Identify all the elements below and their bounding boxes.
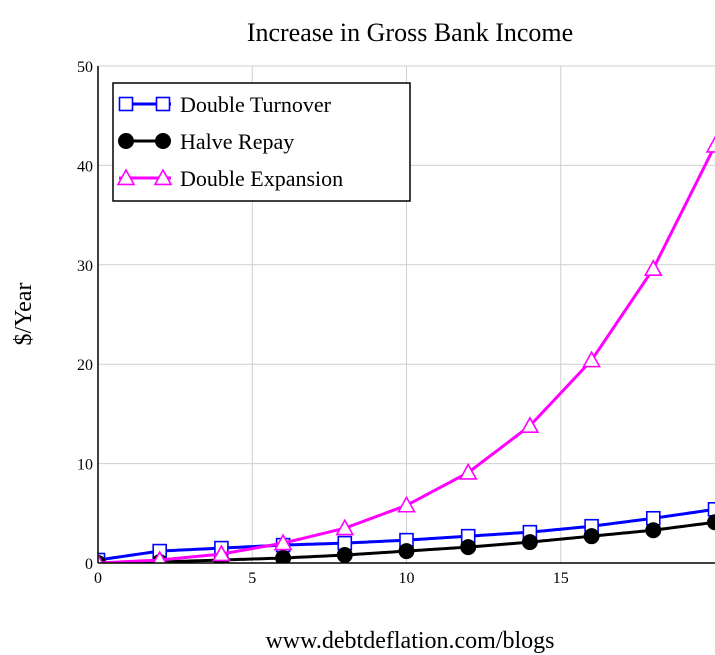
data-point-double-expansion bbox=[458, 462, 478, 480]
data-point-double-expansion bbox=[705, 135, 715, 153]
data-point-double-expansion bbox=[152, 550, 167, 563]
x-tick-label: 0 bbox=[94, 570, 102, 587]
footer-url: www.debtdeflation.com/blogs bbox=[265, 628, 554, 654]
y-axis-label: $/Year bbox=[11, 283, 37, 346]
data-point-double-expansion bbox=[582, 350, 601, 368]
data-point-halve-repay bbox=[398, 543, 415, 560]
data-point-double-expansion bbox=[335, 518, 355, 536]
legend-marker bbox=[153, 168, 173, 186]
legend-marker bbox=[116, 168, 136, 186]
data-point-halve-repay bbox=[645, 522, 662, 539]
tick-labels: 0 5 10 15 0 10 20 30 40 50 bbox=[77, 59, 569, 587]
data-point-halve-repay bbox=[707, 514, 715, 531]
legend-label: Double Turnover bbox=[180, 92, 332, 117]
x-tick-label: 10 bbox=[399, 570, 415, 587]
legend-marker bbox=[155, 133, 171, 149]
data-point-halve-repay bbox=[460, 539, 477, 556]
y-tick-label: 50 bbox=[77, 59, 93, 76]
series-double-expansion bbox=[98, 135, 715, 563]
y-tick-label: 20 bbox=[77, 357, 93, 374]
data-point-double-expansion bbox=[397, 495, 416, 513]
legend-marker bbox=[118, 96, 134, 112]
data-point-halve-repay bbox=[275, 550, 292, 563]
y-tick-label: 10 bbox=[77, 457, 93, 474]
data-point-double-expansion bbox=[273, 533, 293, 551]
chart-title: Increase in Gross Bank Income bbox=[247, 18, 573, 47]
legend-label: Halve Repay bbox=[180, 129, 294, 154]
data-point-double-turnover bbox=[707, 502, 715, 517]
legend-marker bbox=[118, 133, 134, 149]
y-tick-label: 40 bbox=[77, 158, 93, 175]
data-point-halve-repay bbox=[521, 534, 538, 551]
legend-label: Double Expansion bbox=[180, 166, 343, 191]
legend-item-double-turnover: Double Turnover bbox=[118, 92, 332, 117]
x-tick-label: 15 bbox=[553, 570, 569, 587]
data-point-halve-repay bbox=[583, 528, 600, 545]
legend-item-halve-repay: Halve Repay bbox=[118, 129, 294, 154]
legend: Double Turnover Halve Repay Double Expansi… bbox=[112, 82, 411, 202]
data-point-double-expansion bbox=[98, 553, 104, 563]
data-point-halve-repay bbox=[336, 547, 353, 563]
y-tick-label: 0 bbox=[85, 556, 93, 573]
x-tick-label: 5 bbox=[248, 570, 256, 587]
series-group bbox=[98, 135, 715, 563]
data-point-double-expansion bbox=[520, 416, 540, 434]
legend-marker bbox=[155, 96, 171, 112]
legend-item-double-expansion: Double Expansion bbox=[116, 166, 343, 191]
data-point-double-expansion bbox=[643, 259, 663, 276]
data-point-double-expansion bbox=[212, 544, 231, 562]
y-tick-label: 30 bbox=[77, 258, 93, 275]
